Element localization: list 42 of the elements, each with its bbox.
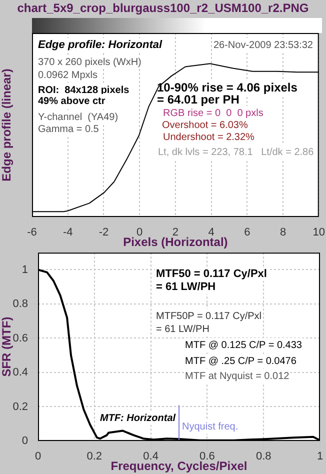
y-axis-title: Edge profile (linear) [0,68,14,182]
x-tick-label: -4 [62,226,73,239]
x-tick-label: 0 [34,450,42,463]
annotation: MTF50P = 0.117 Cy/Pxl [156,310,262,322]
annotation: 0.0962 Mpxls [38,70,98,81]
ref-line-label: Nyquist freq. [182,422,238,433]
annotation: 370 x 260 pixels (WxH) [38,56,142,68]
y-tick-label: 0.4 [12,366,28,379]
x-tick-label: 0.2 [86,450,102,463]
x-tick-label: -2 [98,226,109,239]
annotation: = 61 LW/PH [156,281,216,294]
annotation: MTF50 = 0.117 Cy/Pxl [156,268,267,280]
annotation: Overshoot = 6.03% [162,120,248,131]
annotation: = 61 LW/PH [156,324,210,335]
x-tick-label: 1 [316,450,324,463]
annotation: Gamma = 0.5 [38,124,100,135]
y-tick-label: 1 [22,264,28,276]
chart-title: chart_5x9_crop_blurgauss100_r2_USM100_r2.PNG [16,1,310,15]
annotation: Undershoot = 2.32% [163,132,255,143]
y-axis-title: SFR (MTF) [0,316,14,377]
x-tick-label: 8 [280,226,286,239]
annotation: MTF @ 0.125 C/P = 0.433 [185,340,302,351]
x-tick-label: -6 [27,226,37,239]
text: Edge profile: Horizontal [38,39,163,52]
annotation: Lt, dk lvls = 223, 78.1 Lt/dk = 2.86 [158,146,314,158]
y-tick-label: 0.6 [12,332,28,344]
annotation: MTF at Nyquist = 0.012 [185,370,290,382]
annotation: Y-channel (YA49) [38,112,118,123]
x-tick-label: 10 [312,226,326,239]
y-tick-label: 0.8 [12,298,28,310]
y-tick-label: 0.2 [12,400,28,413]
y-tick-label: 0 [22,435,28,448]
annotation: RGB rise = 0 0 0 pxls [163,108,264,119]
annotation: ROI: 84x128 pixels [38,84,130,96]
x-tick-label: 0.8 [256,450,272,463]
annotation: MTF: Horizontal [100,412,176,424]
annotation: 49% above ctr [38,96,106,107]
x-tick-label: 6 [244,226,250,239]
annotation: = 64.01 per PH [157,92,240,106]
annotation: 10-90% rise = 4.06 pixels [157,80,298,94]
text: 26-Nov-2009 23:53:32 [213,40,314,51]
annotation: MTF @ .25 C/P = 0.0476 [185,356,297,367]
